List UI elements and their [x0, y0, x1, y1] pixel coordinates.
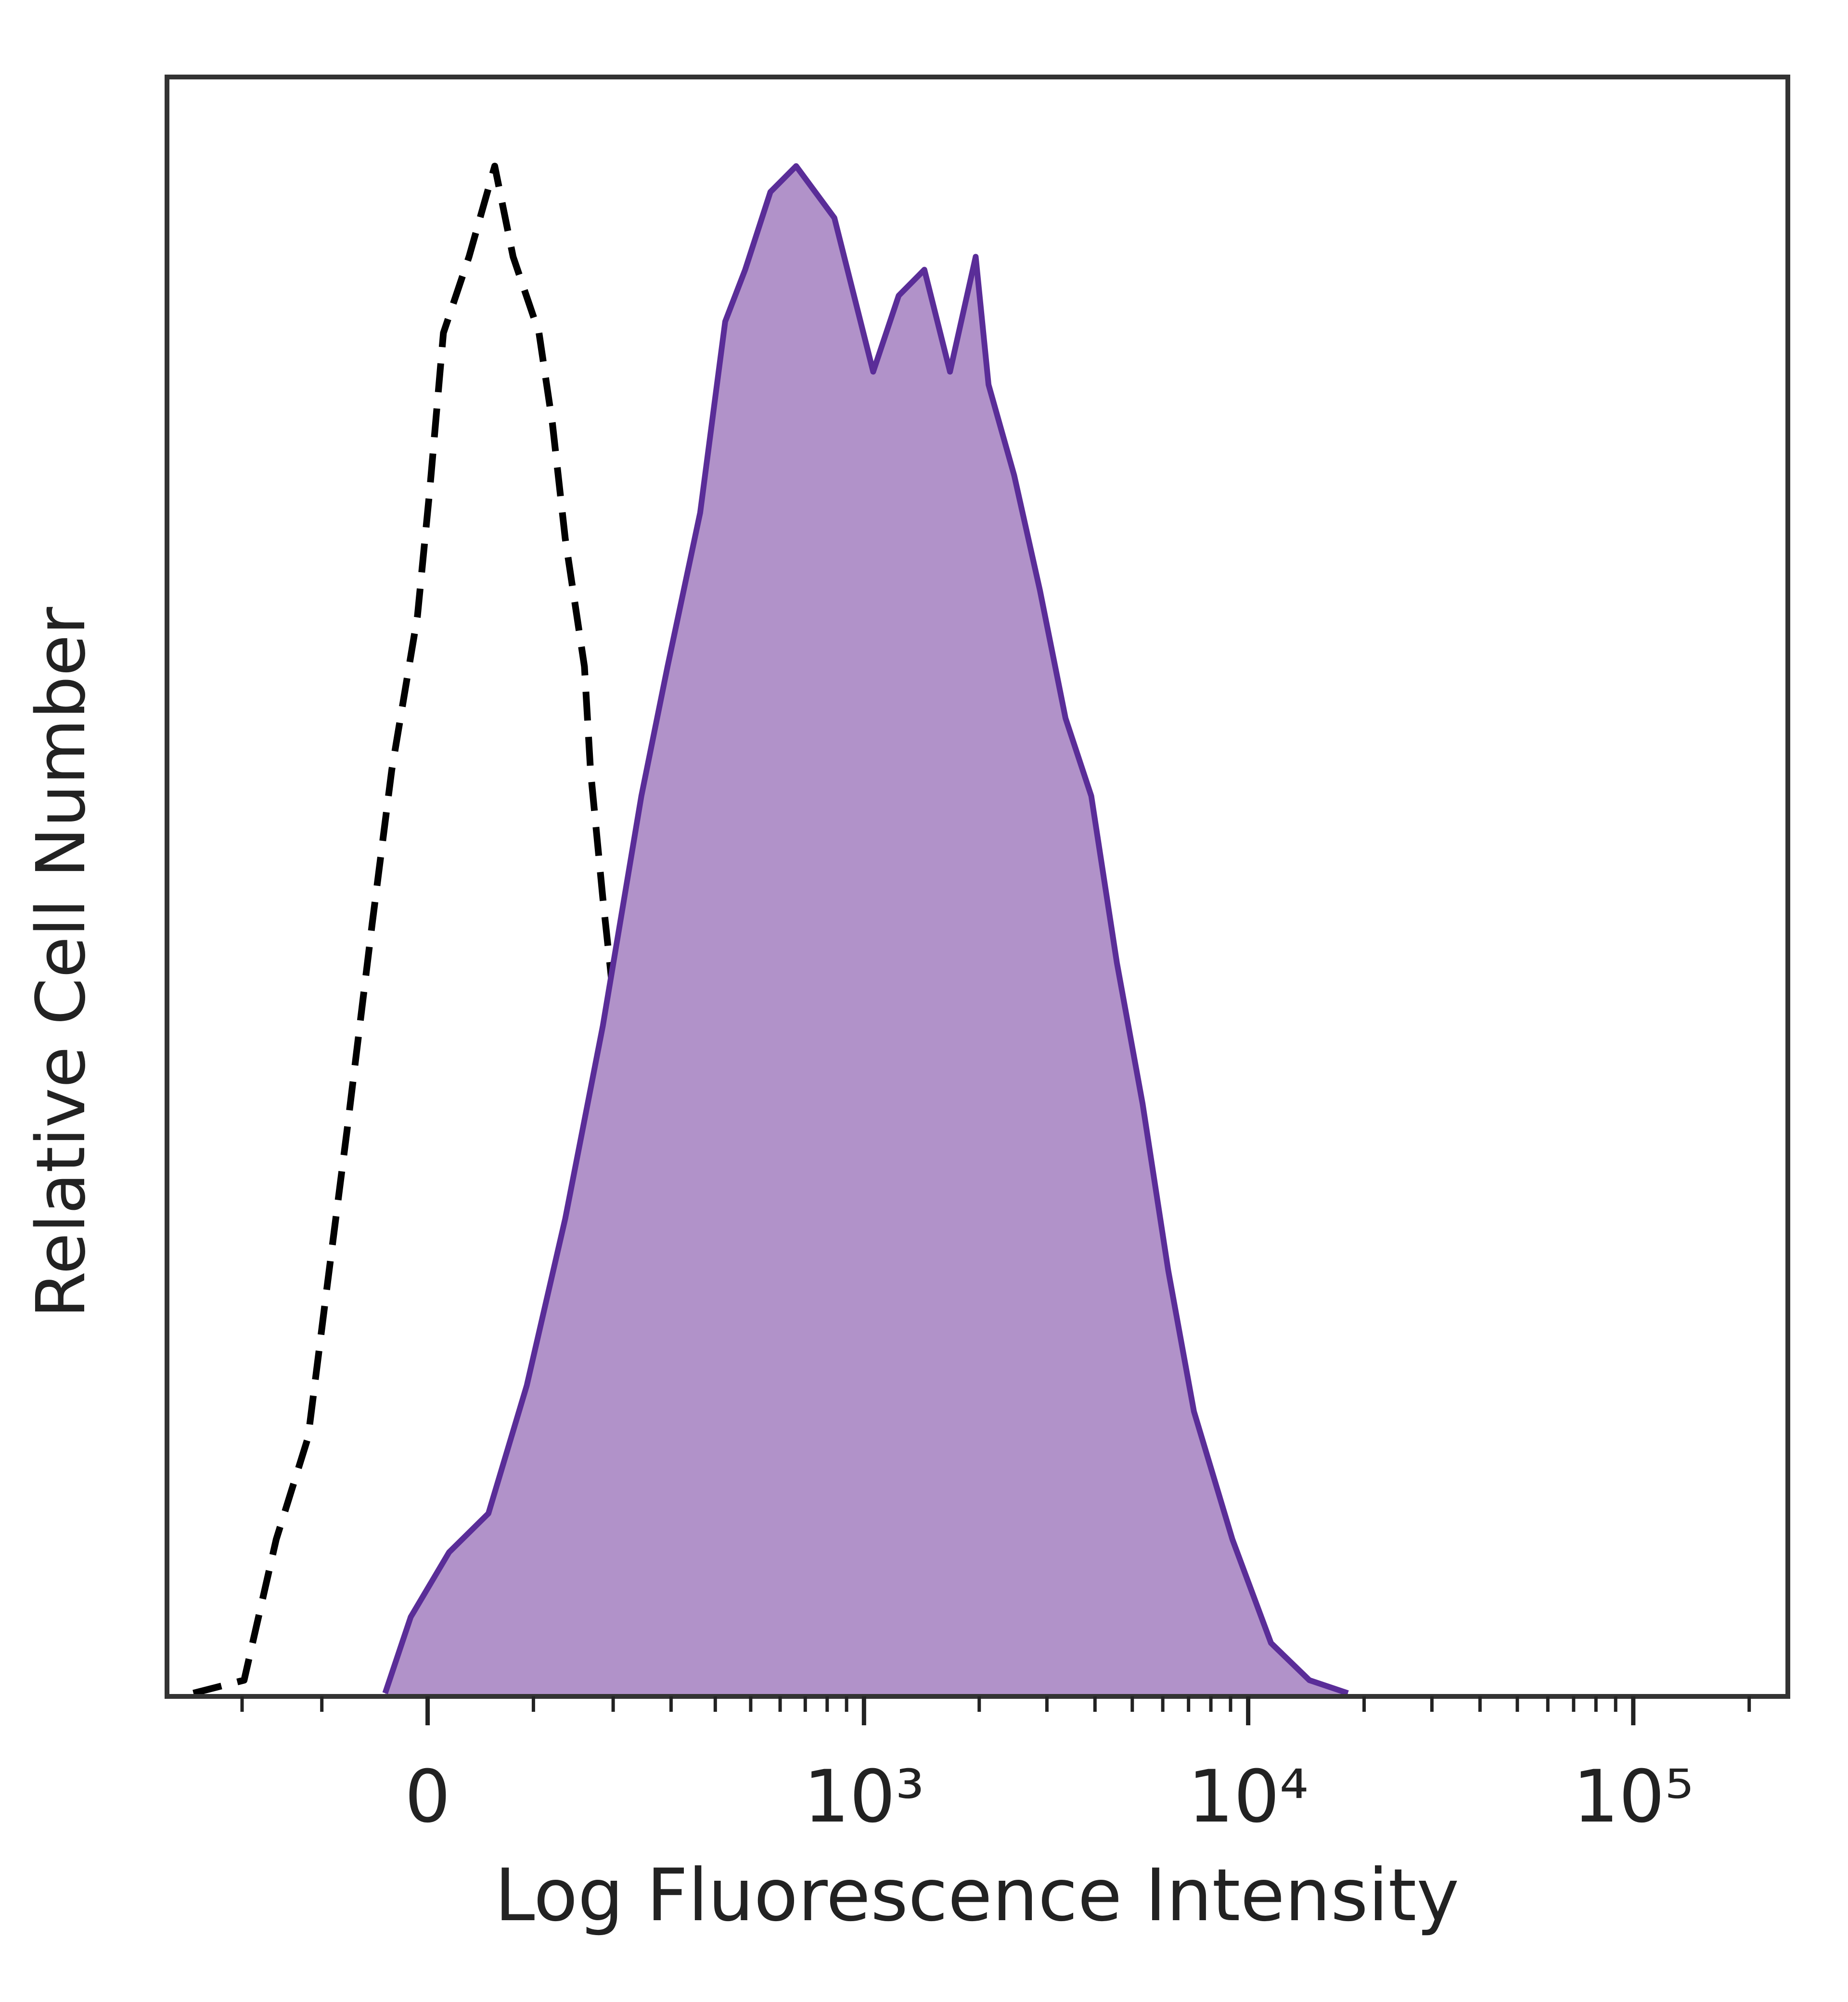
x-tick-label: 0: [405, 1755, 450, 1839]
plot-frame: [165, 75, 1790, 1699]
x-tick-label: 10⁴: [1188, 1755, 1309, 1839]
y-axis-title: Relative Cell Number: [22, 607, 101, 1318]
x-tick-label: 10³: [804, 1755, 924, 1839]
histogram-area: [385, 166, 1348, 1696]
x-tick-label: 10⁵: [1573, 1755, 1694, 1839]
x-axis-title: Log Fluorescence Intensity: [495, 1854, 1459, 1938]
histogram-line: [382, 163, 1349, 1696]
